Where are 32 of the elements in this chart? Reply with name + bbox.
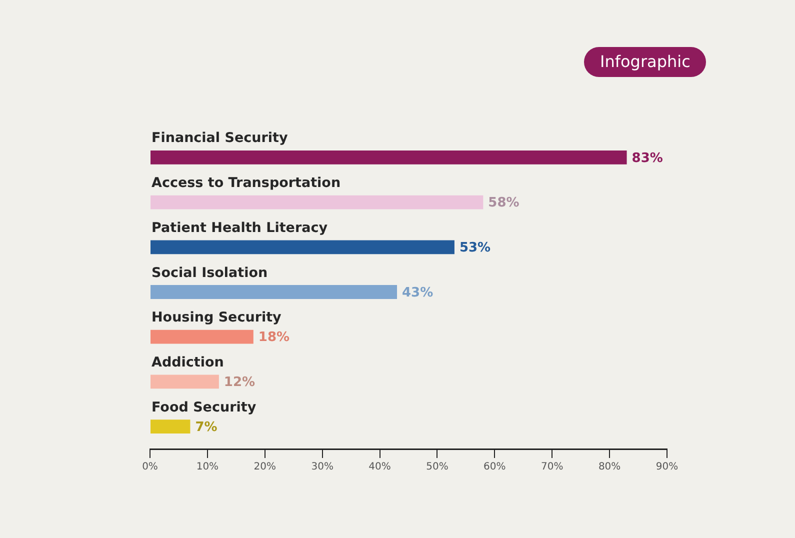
bar [150,420,190,434]
bar [150,240,454,254]
y-tick-label: Patient Health Literacy [152,220,328,236]
x-tick-label: 40% [368,462,391,473]
data-label: 7% [195,420,218,435]
bar [150,330,254,344]
x-tick-label: 60% [484,462,506,473]
x-tick-label: 30% [311,462,334,473]
bar [150,285,398,299]
x-tick-label: 90% [656,462,678,473]
bar [150,374,219,389]
y-tick-label: Housing Security [152,310,282,326]
y-tick-label: Food Security [152,399,256,416]
bar [150,150,627,164]
data-label: 18% [258,330,290,346]
data-label: 83% [632,150,663,166]
data-label: 58% [488,196,520,211]
x-tick-label: 10% [196,462,219,473]
x-tick-label: 80% [598,462,621,473]
x-tick-label: 0% [142,462,158,473]
y-tick-label: Addiction [152,354,224,371]
y-tick-label: Access to Transportation [152,175,341,192]
data-label: 53% [459,240,491,256]
bar [150,195,484,210]
y-tick-label: Social Isolation [152,264,268,281]
x-tick-label: 50% [426,462,448,473]
data-label: 43% [402,285,434,300]
y-tick-label: Financial Security [152,130,288,146]
data-label: 12% [224,375,256,390]
x-tick-label: 70% [540,462,564,473]
text: Infographic [600,51,690,73]
x-tick-label: 20% [254,462,276,473]
